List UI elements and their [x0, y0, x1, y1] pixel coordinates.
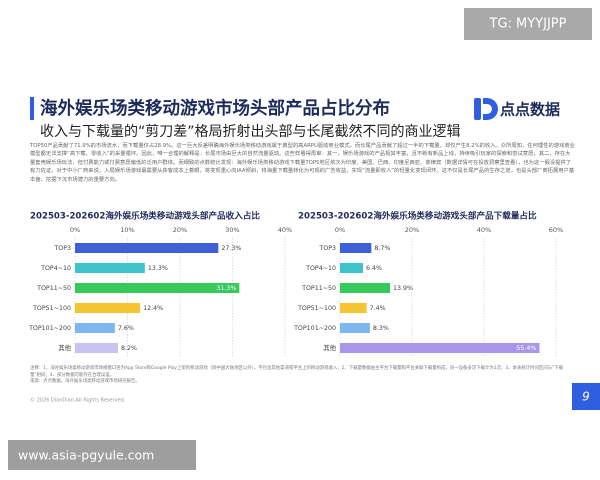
bar: [75, 343, 119, 353]
page-number: 9: [582, 390, 590, 404]
category-label: TOP101~200: [28, 325, 71, 332]
watermark-box: [8, 440, 196, 470]
category-label: TOP51~100: [297, 305, 336, 312]
category-label: TOP3: [318, 245, 336, 252]
value-label: 8.3%: [373, 325, 389, 332]
category-label: 其他: [58, 343, 71, 352]
x-tick-label: 20%: [173, 226, 187, 234]
bar: [75, 263, 145, 273]
chart-title: 202503-202602海外娱乐场类移动游戏头部产品收入占比: [30, 210, 260, 222]
category-label: TOP51~100: [32, 305, 71, 312]
chart-title: 202503-202602海外娱乐场类移动游戏头部产品下载量占比: [298, 210, 537, 222]
value-label: 8.2%: [121, 345, 137, 352]
subtitle: 收入与下载量的“剪刀差”格局折射出头部与长尾截然不同的商业逻辑: [40, 123, 461, 140]
bar: [340, 263, 364, 273]
page-title: 海外娱乐场类移动游戏市场头部产品占比分布: [40, 98, 390, 119]
source-text: 来源：点点数据，海外娱乐场类移动游戏市场研究报告。: [30, 379, 140, 385]
x-tick-label: 60%: [549, 226, 563, 234]
x-tick-label: 10%: [120, 226, 134, 234]
bar: [340, 283, 391, 293]
bar: [340, 323, 370, 333]
copyright: © 2026 DianDian.All Rights Reserved.: [30, 397, 126, 404]
page-box: [572, 383, 600, 410]
notes: 注释：1、海外娱乐场类移动游戏市场规模口径为App Store和Google P…: [30, 366, 565, 386]
x-tick-label: 20%: [405, 226, 419, 234]
bar: [75, 303, 141, 313]
watermark: www.asia-pgyule.com: [18, 448, 154, 463]
x-tick-label: 0%: [70, 226, 80, 234]
paragraph: TOP50产品贡献了71.9%的市场流水，而下载量仅占28.9%。这一巨大反差明…: [30, 143, 575, 183]
bar: [75, 243, 219, 253]
value-label: 8.7%: [374, 245, 390, 252]
x-tick-label: 40%: [278, 226, 292, 234]
bar: [340, 303, 367, 313]
category-label: TOP101~200: [293, 325, 336, 332]
tag-box: [464, 8, 592, 40]
x-tick-label: 30%: [225, 226, 239, 234]
category-label: 其他: [323, 343, 336, 352]
bar: [340, 343, 540, 353]
title-bar: [30, 97, 34, 120]
logo-icon: [474, 98, 498, 120]
value-label: 6.4%: [366, 265, 382, 272]
category-label: TOP11~50: [301, 285, 336, 292]
bar: [75, 323, 115, 333]
bar: [340, 243, 372, 253]
value-label: 13.9%: [393, 285, 413, 292]
value-label: 7.6%: [118, 325, 134, 332]
x-tick-label: 40%: [477, 226, 491, 234]
category-label: TOP11~50: [36, 285, 71, 292]
category-label: TOP4~10: [40, 265, 71, 272]
category-label: TOP4~10: [305, 265, 336, 272]
category-label: TOP3: [53, 245, 71, 252]
value-label: 55.4%: [516, 345, 536, 352]
bar: [75, 283, 240, 293]
value-label: 27.3%: [221, 245, 241, 252]
value-label: 7.4%: [370, 305, 386, 312]
x-tick-label: 0%: [335, 226, 345, 234]
value-label: 31.3%: [216, 285, 236, 292]
value-label: 12.4%: [143, 305, 163, 312]
value-label: 13.3%: [148, 265, 168, 272]
tag: TG: MYYJJPP: [489, 17, 567, 32]
note-text: 注释：1、海外娱乐场类移动游戏市场规模口径为App Store和Google P…: [30, 366, 564, 378]
logo-text: 点点数据: [500, 101, 560, 119]
